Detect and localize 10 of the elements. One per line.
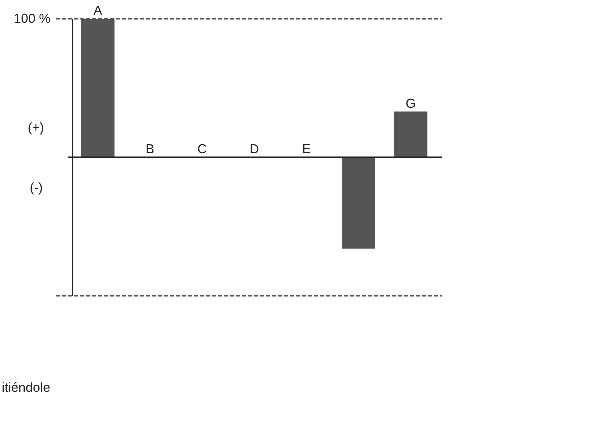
x-tick-label: A <box>94 3 103 18</box>
text: (-) <box>30 180 43 195</box>
x-tick-label: D <box>250 142 260 156</box>
text: 100 % <box>14 11 51 26</box>
text: (+) <box>28 120 44 135</box>
x-tick-label: E <box>302 142 312 156</box>
x-tick-label: G <box>406 96 416 111</box>
x-tick-label: C <box>198 142 208 156</box>
text: itiéndole <box>2 380 50 395</box>
x-tick-label: B <box>146 142 155 156</box>
